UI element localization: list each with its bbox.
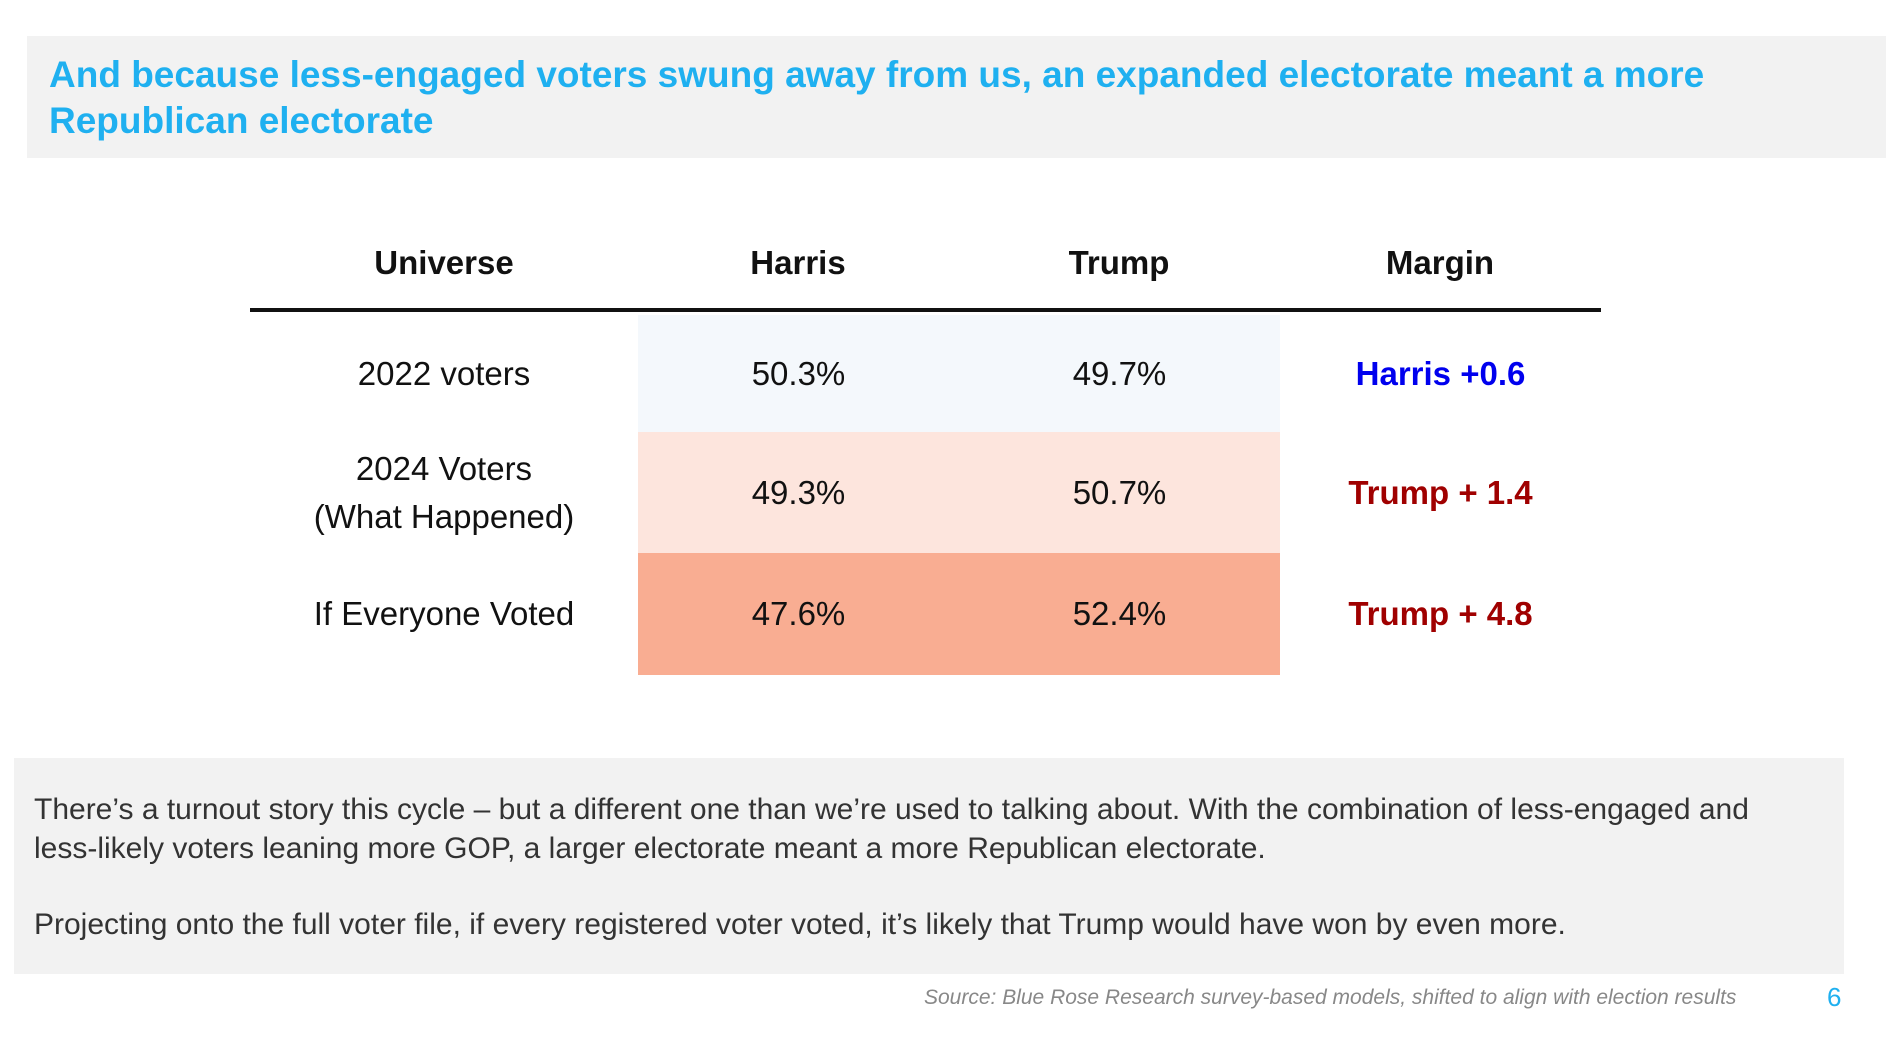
title-bar: And because less-engaged voters swung aw…	[27, 36, 1886, 158]
table-row: 2024 Voters (What Happened) 49.3% 50.7% …	[250, 432, 1601, 553]
universe-cell: 2024 Voters (What Happened)	[313, 449, 575, 535]
margin-cell: Trump + 1.4	[1348, 473, 1533, 511]
source-note: Source: Blue Rose Research survey-based …	[924, 986, 1737, 1009]
trump-cell: 50.7%	[959, 432, 1280, 553]
table-row: If Everyone Voted 47.6% 52.4% Trump + 4.…	[250, 553, 1601, 675]
table-row: 2022 voters 50.3% 49.7% Harris +0.6	[250, 315, 1601, 432]
margin-cell: Trump + 4.8	[1348, 595, 1533, 632]
header-universe: Universe	[374, 244, 514, 281]
trump-cell: 49.7%	[959, 315, 1280, 432]
takeaway-paragraph: Projecting onto the full voter file, if …	[34, 908, 1566, 941]
universe-cell: 2022 voters	[357, 354, 531, 392]
slide-title: And because less-engaged voters swung aw…	[49, 54, 1705, 141]
page-number: 6	[1827, 982, 1842, 1012]
margin-cell: Harris +0.6	[1355, 354, 1526, 392]
header-trump: Trump	[1068, 244, 1170, 281]
harris-cell: 49.3%	[638, 432, 959, 553]
header-harris: Harris	[750, 244, 846, 281]
takeaway-box: There’s a turnout story this cycle – but…	[14, 758, 1844, 974]
header-margin: Margin	[1385, 244, 1495, 281]
trump-cell: 52.4%	[959, 553, 1280, 675]
harris-cell: 47.6%	[638, 553, 959, 675]
takeaway-paragraph: There’s a turnout story this cycle – but…	[34, 793, 1749, 865]
header-rule	[250, 308, 1601, 312]
universe-cell: If Everyone Voted	[313, 595, 575, 632]
harris-cell: 50.3%	[638, 315, 959, 432]
